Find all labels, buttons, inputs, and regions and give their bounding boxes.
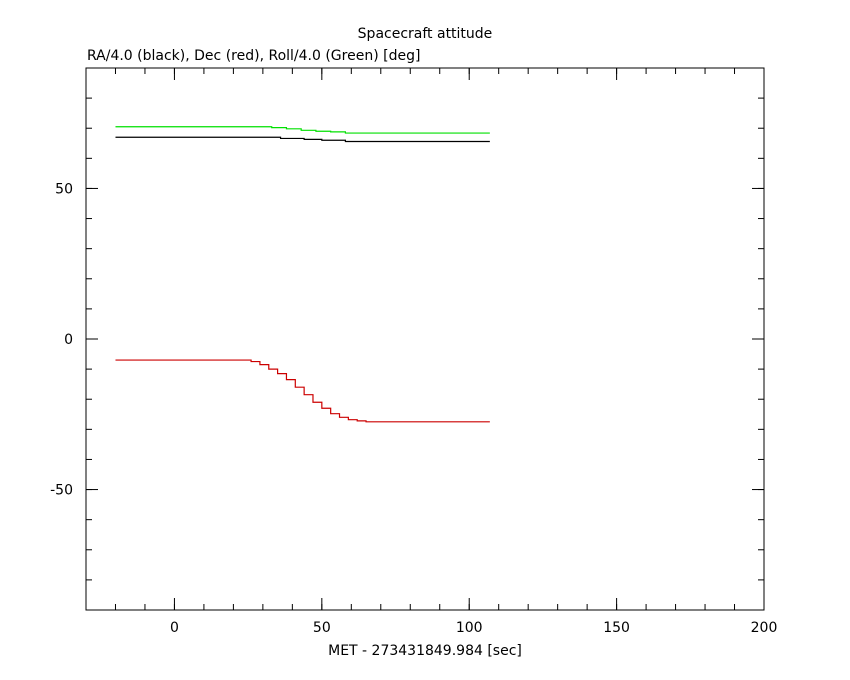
- chart-title: Spacecraft attitude: [358, 26, 493, 42]
- series-line-1: [115, 126, 490, 134]
- series-layer: [115, 126, 490, 423]
- x-tick-label: 50: [313, 620, 331, 636]
- series-line-3: [115, 359, 490, 423]
- chart-subtitle: RA/4.0 (black), Dec (red), Roll/4.0 (Gre…: [87, 48, 420, 64]
- x-tick-label: 150: [603, 620, 630, 636]
- series-line-2: [115, 136, 490, 143]
- y-tick-label: -50: [50, 483, 73, 499]
- plot-frame: [85, 67, 765, 611]
- x-tick-label: 200: [751, 620, 778, 636]
- tick-layer: 0 50 100 150 200 -50 0 50: [50, 68, 777, 636]
- x-tick-label: 100: [456, 620, 483, 636]
- x-axis-label: MET - 273431849.984 [sec]: [328, 643, 522, 659]
- x-tick-label: 0: [170, 620, 179, 636]
- y-tick-label: 0: [64, 332, 73, 348]
- y-tick-label: 50: [55, 181, 73, 197]
